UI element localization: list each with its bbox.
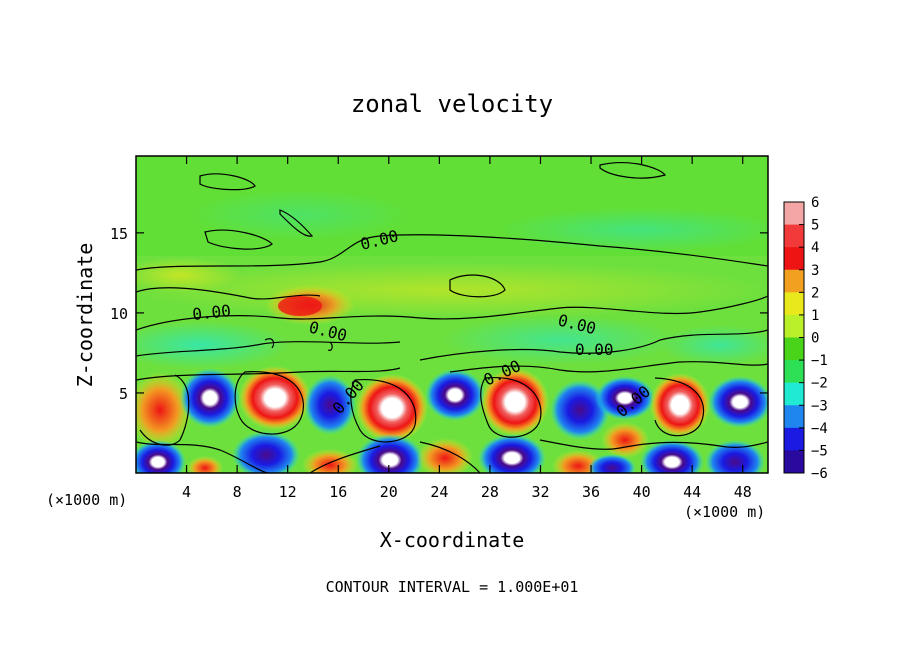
y-tick-label: 15 (110, 225, 128, 243)
x-axis: 4 8 12 16 20 24 28 32 36 40 44 48 (182, 156, 752, 501)
colorbar-swatch (784, 360, 804, 384)
x-tick-label: 28 (481, 483, 499, 501)
colorbar-swatch (784, 202, 804, 226)
colorbar-label: 4 (811, 240, 819, 256)
y-tick-label: 10 (110, 305, 128, 323)
y-axis: 5 10 15 (110, 225, 768, 403)
x-tick-label: 36 (582, 483, 600, 501)
contour-interval-note: CONTOUR INTERVAL = 1.000E+01 (326, 578, 579, 596)
colorbar-label: 1 (811, 308, 819, 324)
colorbar-label: −2 (811, 376, 828, 392)
x-tick-label: 4 (182, 483, 191, 501)
colorbar-label: 2 (811, 285, 819, 301)
contour-label: 0.00 (191, 301, 231, 324)
colorbar-swatch (784, 269, 804, 293)
y-axis-label: Z-coordinate (73, 243, 97, 388)
velocity-field: 0.00 0.00 0.00 0.00 0.00 0.00 0.00 0.00 (136, 156, 768, 473)
colorbar-label: −5 (811, 443, 828, 459)
chart-title: zonal velocity (351, 90, 553, 118)
x-unit-left: (×1000 m) (46, 491, 127, 509)
contour-label: 0.00 (575, 340, 614, 359)
x-tick-label: 20 (380, 483, 398, 501)
x-tick-label: 40 (633, 483, 651, 501)
colorbar-label: −3 (811, 398, 828, 414)
colorbar-swatch (784, 450, 804, 474)
x-tick-label: 12 (279, 483, 297, 501)
colorbar-label: −4 (811, 421, 828, 437)
colorbar-swatch (784, 314, 804, 338)
colorbar-label: 3 (811, 263, 819, 279)
colorbar-label: −6 (811, 466, 828, 482)
x-tick-label: 16 (329, 483, 347, 501)
colorbar-swatch (784, 224, 804, 248)
plot-frame (135, 155, 769, 474)
x-axis-label: X-coordinate (380, 528, 525, 552)
x-unit-right: (×1000 m) (684, 503, 765, 521)
colorbar-label: 5 (811, 218, 819, 234)
x-tick-label: 8 (233, 483, 242, 501)
x-tick-label: 44 (683, 483, 701, 501)
y-tick-label: 5 (119, 385, 128, 403)
colorbar-label: 6 (811, 195, 819, 211)
colorbar-swatch (784, 292, 804, 316)
colorbar-swatch (784, 405, 804, 429)
colorbar: 6 5 4 3 2 1 0 −1 −2 −3 −4 −5 −6 (783, 195, 828, 482)
colorbar-swatch (784, 382, 804, 406)
x-tick-label: 24 (430, 483, 448, 501)
colorbar-label: 0 (811, 331, 819, 347)
colorbar-swatch (784, 427, 804, 451)
x-tick-label: 48 (734, 483, 752, 501)
colorbar-swatch (784, 247, 804, 271)
colorbar-swatch (784, 337, 804, 361)
x-tick-label: 32 (531, 483, 549, 501)
colorbar-label: −1 (811, 353, 828, 369)
